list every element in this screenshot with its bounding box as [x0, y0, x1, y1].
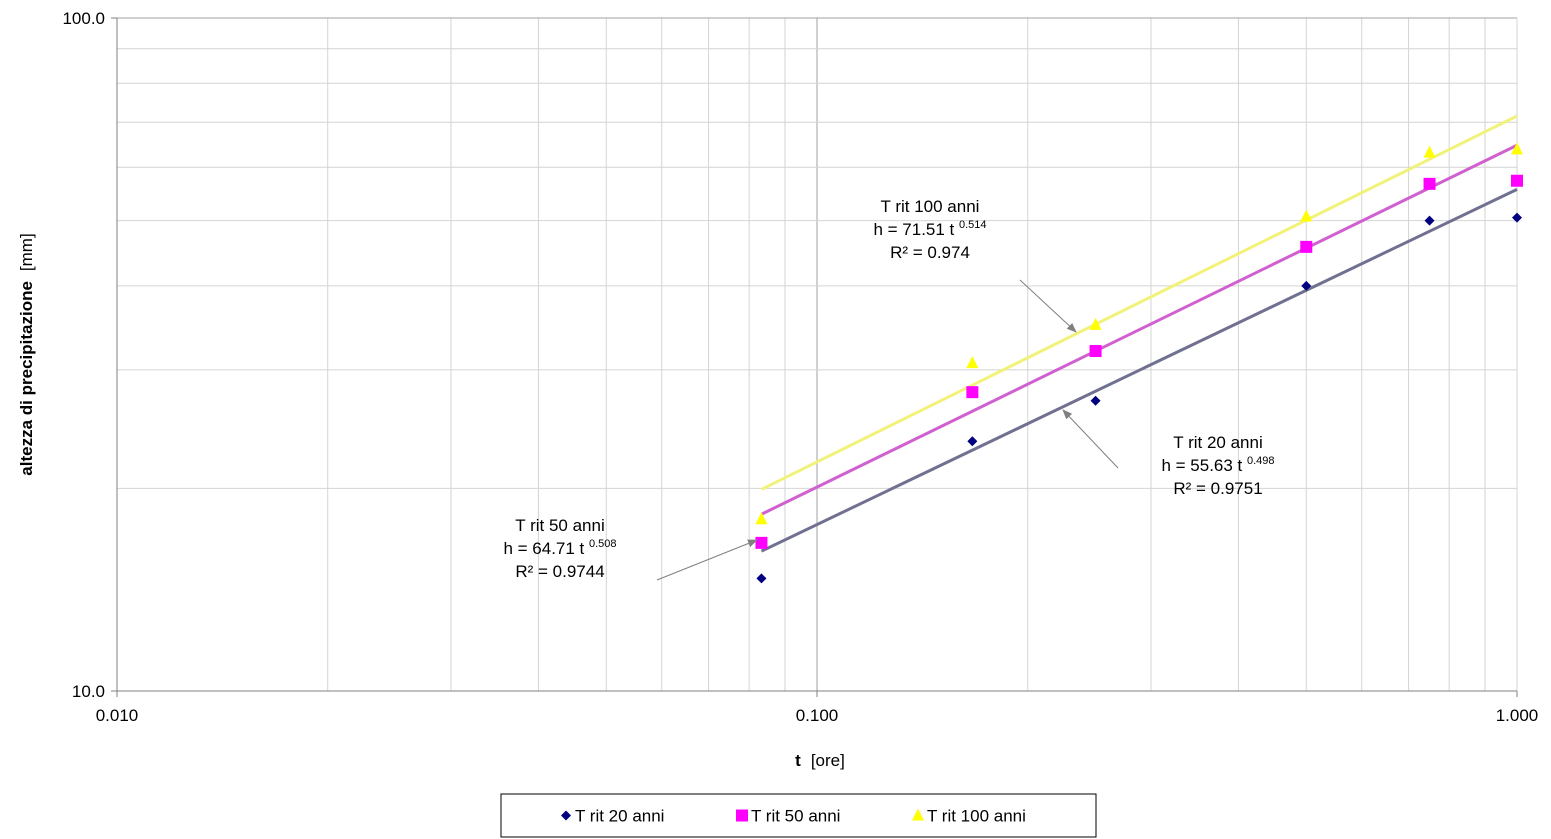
- annotation-arrow: [656, 539, 758, 581]
- annotation-r2: R² = 0.9744: [515, 562, 604, 581]
- annotation-equation-exponent: 0.498: [1247, 455, 1275, 467]
- point-t-rit-100-anni: [966, 356, 979, 369]
- point-t-rit-100-anni: [1300, 209, 1313, 222]
- trend-layer: [760, 114, 1518, 553]
- legend-label-t-rit-50-anni: T rit 50 anni: [751, 807, 840, 826]
- annotation-title: T rit 50 anni: [515, 516, 604, 535]
- point-t-rit-50-anni: [1423, 177, 1436, 190]
- point-t-rit-20-anni: [1090, 395, 1101, 406]
- point-t-rit-50-anni: [1511, 174, 1523, 187]
- point-t-rit-20-anni: [1512, 212, 1522, 223]
- point-t-rit-50-anni: [966, 386, 979, 399]
- annotation-title: T rit 20 anni: [1173, 433, 1262, 452]
- point-t-rit-50-anni: [1300, 240, 1313, 253]
- legend-box: [500, 793, 1097, 838]
- legend-marker-t-rit-20-anni: [561, 810, 571, 821]
- y-tick-label: 10.0: [72, 682, 105, 701]
- annotation-title: T rit 100 anni: [881, 197, 980, 216]
- annotation-equation: h = 64.71 t 0.508: [503, 538, 616, 558]
- legend-item-t-rit-100-anni: T rit 100 anni: [912, 807, 1026, 826]
- x-tick-label: 0.100: [796, 706, 839, 725]
- annotation-equation-base: h = 71.51 t: [873, 220, 959, 239]
- point-t-rit-20-anni: [1424, 215, 1435, 226]
- annotation-r2: R² = 0.9751: [1173, 479, 1262, 498]
- trendline-t-rit-50-anni: [760, 143, 1518, 516]
- point-t-rit-20-anni: [967, 436, 978, 447]
- point-t-rit-100-anni: [1423, 145, 1436, 158]
- trendline-t-rit-100-anni: [760, 114, 1518, 491]
- point-t-rit-100-anni: [755, 512, 768, 525]
- annotation-equation: h = 71.51 t 0.514: [873, 219, 986, 239]
- point-t-rit-50-anni: [1089, 345, 1102, 358]
- x-tick-label: 0.010: [96, 706, 139, 725]
- annotation-arrow: [1062, 409, 1119, 469]
- annotation-r2: R² = 0.974: [890, 243, 970, 262]
- point-t-rit-100-anni: [1089, 317, 1102, 330]
- point-t-rit-20-anni: [1301, 280, 1312, 291]
- annotation-equation: h = 55.63 t 0.498: [1161, 455, 1274, 475]
- point-t-rit-100-anni: [1511, 142, 1523, 155]
- y-axis-title: altezza di precipitazione [mm]: [17, 233, 36, 475]
- point-layer: [755, 142, 1523, 584]
- point-t-rit-50-anni: [755, 536, 768, 549]
- legend-label-t-rit-20-anni: T rit 20 anni: [575, 807, 664, 826]
- legend-layer: T rit 20 anni T rit 50 anni T rit 100 anni: [500, 793, 1097, 838]
- point-t-rit-20-anni: [756, 573, 767, 584]
- x-axis-title-unit: [ore]: [811, 751, 845, 770]
- trendline-t-rit-20-anni: [760, 188, 1518, 553]
- annotation-equation-base: h = 55.63 t: [1161, 456, 1247, 475]
- legend-marker-t-rit-100-anni: [912, 808, 924, 821]
- annotation-equation-exponent: 0.514: [959, 219, 987, 231]
- x-axis-title: t [ore]: [795, 751, 845, 770]
- annotation-t-rit-100-anni: T rit 100 anni h = 71.51 t 0.514 R² = 0.97…: [873, 197, 1077, 333]
- annot-layer: T rit 100 anni h = 71.51 t 0.514 R² = 0.97…: [503, 197, 1274, 581]
- y-axis-title-unit: [mm]: [17, 233, 36, 271]
- annotation-t-rit-50-anni: T rit 50 anni h = 64.71 t 0.508 R² = 0.974…: [503, 516, 758, 581]
- legend-label-t-rit-100-anni: T rit 100 anni: [927, 807, 1026, 826]
- legend-item-t-rit-50-anni: T rit 50 anni: [736, 807, 840, 826]
- x-axis-title-bold: t: [795, 751, 801, 770]
- axis-layer: 0.010 0.100 1.000 10.0 100.0 t [ore] altezza di…: [17, 9, 1538, 770]
- annotation-t-rit-20-anni: T rit 20 anni h = 55.63 t 0.498 R² = 0.975…: [1062, 409, 1275, 498]
- x-tick-label: 1.000: [1496, 706, 1539, 725]
- annotation-arrow: [1019, 279, 1077, 333]
- annotation-equation-exponent: 0.508: [589, 538, 617, 550]
- grid-layer: [117, 17, 1518, 691]
- y-axis-title-bold: altezza di precipitazione: [17, 281, 36, 476]
- annotation-equation-base: h = 64.71 t: [503, 539, 589, 558]
- y-tick-label: 100.0: [62, 9, 105, 28]
- legend-marker-t-rit-50-anni: [736, 809, 748, 822]
- legend-item-t-rit-20-anni: T rit 20 anni: [561, 807, 664, 826]
